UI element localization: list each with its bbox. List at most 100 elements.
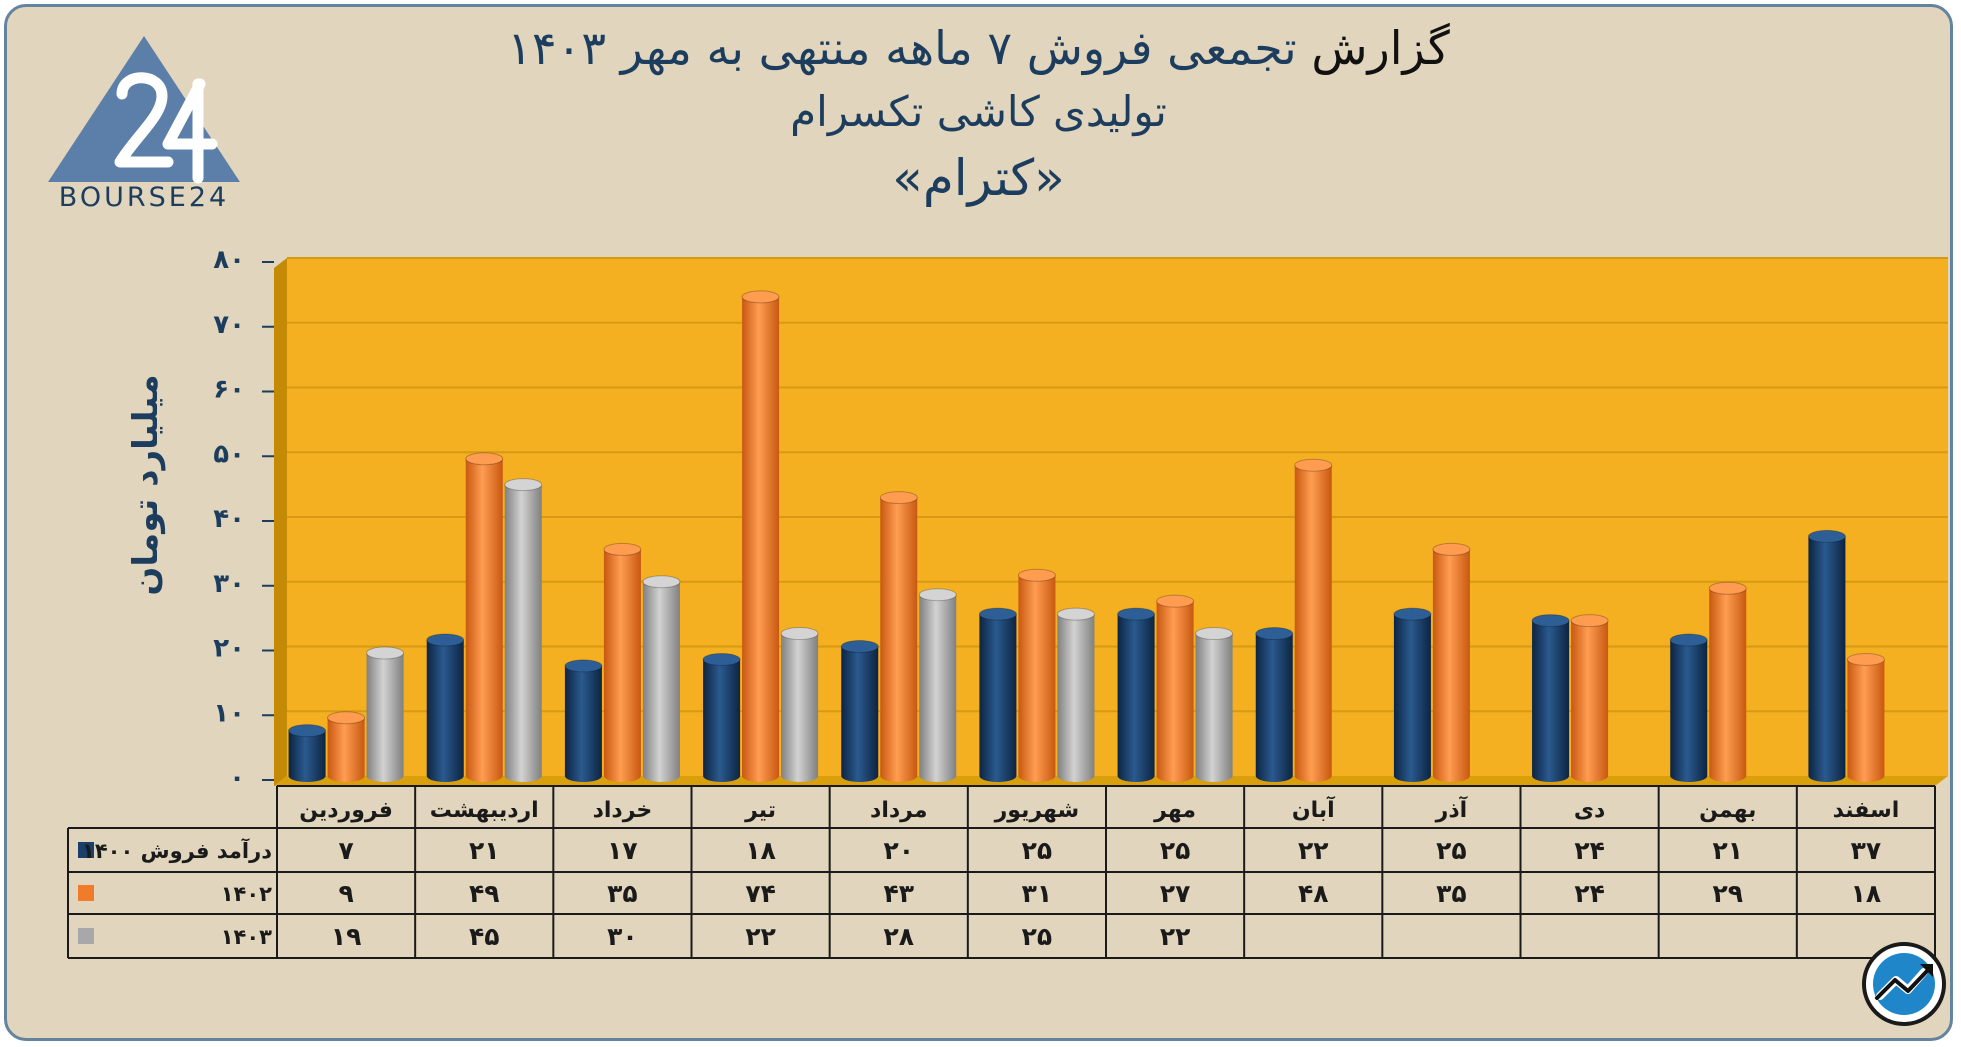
data-label: ۲۲ [1298,836,1329,865]
data-label: ۱۷ [607,836,638,865]
data-label: ۷ [338,836,353,865]
bar [603,542,642,782]
bar [879,491,918,782]
x-tick-label: تیر [744,798,776,823]
bourse24-logo-icon [48,36,240,184]
x-tick-label: اسفند [1833,798,1900,823]
bar [1531,614,1570,782]
bar [1294,458,1333,782]
x-tick-label: بهمن [1699,798,1756,823]
legend-series-name: درآمد فروش ۱۴۰۰ [82,838,272,863]
data-label: ۲۵ [1160,836,1191,865]
data-label: ۲۰ [883,836,914,865]
title-line-2: تولیدی کاشی تکسرام [790,87,1167,136]
y-tick-label: ۱۰ [213,698,245,728]
y-tick-label: ۵۰ [213,439,245,469]
data-label: ۷۴ [745,879,776,908]
bar [288,724,327,782]
data-label: ۳۷ [1851,836,1882,865]
data-label: ۴۵ [469,922,500,951]
bar [1017,568,1056,782]
bar [1156,594,1195,782]
bar [1708,581,1747,782]
y-tick-label: ۳۰ [213,569,245,599]
legend-key [78,885,94,901]
data-label: ۴۸ [1298,879,1329,908]
data-label: ۱۸ [745,836,776,865]
data-label: ۲۹ [1712,879,1743,908]
bar [780,627,819,782]
bar [918,588,957,782]
plot-side-wall [274,258,287,786]
legend-key [78,928,94,944]
y-tick-label: ۸۰ [213,245,245,275]
bar [327,711,366,782]
data-label: ۲۵ [1022,922,1053,951]
title-line-1-rest: تجمعی فروش ۷ ماهه منتهی به مهر ۱۴۰۳ [507,21,1297,75]
data-label: ۲۵ [1022,836,1053,865]
title-word-report: گزارش [1311,21,1450,75]
bar [1846,652,1885,782]
x-tick-label: اردیبهشت [430,798,539,823]
data-label: ۲۵ [1436,836,1467,865]
bar [702,652,741,782]
bar [840,640,879,782]
data-label: ۴۳ [883,879,914,908]
data-label: ۲۱ [1712,836,1743,865]
bar [366,646,405,782]
bar [564,659,603,782]
y-tick-label: ۷۰ [213,310,245,340]
bar [1669,633,1708,782]
legend-series-name: ۱۴۰۲ [221,882,272,906]
data-label: ۲۲ [1160,922,1191,951]
bar [1393,607,1432,782]
bar [1255,627,1294,782]
bar [1570,614,1609,782]
legend-series-name: ۱۴۰۳ [221,925,272,949]
plot-floor [274,776,1948,786]
bar [978,607,1017,782]
x-tick-label: فروردین [299,798,393,823]
y-tick-label: ۴۰ [213,504,245,534]
x-tick-label: آبان [1292,795,1335,823]
x-tick-label: خرداد [593,798,653,823]
data-label: ۲۴ [1574,879,1605,908]
data-label: ۳۰ [607,922,638,951]
bar [642,575,681,782]
data-label: ۲۲ [745,922,776,951]
x-tick-label: مرداد [870,798,927,823]
bar [1432,542,1471,782]
bar [1117,607,1156,782]
bar [1195,627,1234,782]
bar [504,478,543,782]
data-label: ۳۵ [607,879,638,908]
y-tick-label: ۶۰ [213,375,245,405]
x-tick-label: دی [1574,798,1605,823]
bar [1056,607,1095,782]
x-tick-label: آذر [1435,795,1468,823]
data-label: ۳۵ [1436,879,1467,908]
logo-text: BOURSE24 [58,182,230,213]
data-label: ۱۹ [331,922,362,951]
title-line-1: گزارش تجمعی فروش ۷ ماهه منتهی به مهر ۱۴۰… [7,21,1950,75]
y-tick-label: ۲۰ [213,634,245,664]
x-tick-label: مهر [1153,798,1196,823]
data-label: ۹ [338,879,353,908]
y-tick-label: ۰ [229,763,245,793]
title-line-3: «کترام» [892,149,1065,207]
data-label: ۱۸ [1851,879,1882,908]
bar [426,633,465,782]
bar [741,290,780,782]
x-tick-label: شهریور [994,798,1080,823]
data-label: ۲۷ [1160,879,1191,908]
data-label: ۲۸ [883,922,914,951]
data-label: ۳۱ [1022,879,1053,908]
legend-key [78,842,94,858]
data-label: ۲۴ [1574,836,1605,865]
bar [465,452,504,782]
data-label: ۲۱ [469,836,500,865]
bar [1807,529,1846,782]
trend-arrow-icon [1862,942,1946,1026]
data-label: ۴۹ [469,879,500,908]
